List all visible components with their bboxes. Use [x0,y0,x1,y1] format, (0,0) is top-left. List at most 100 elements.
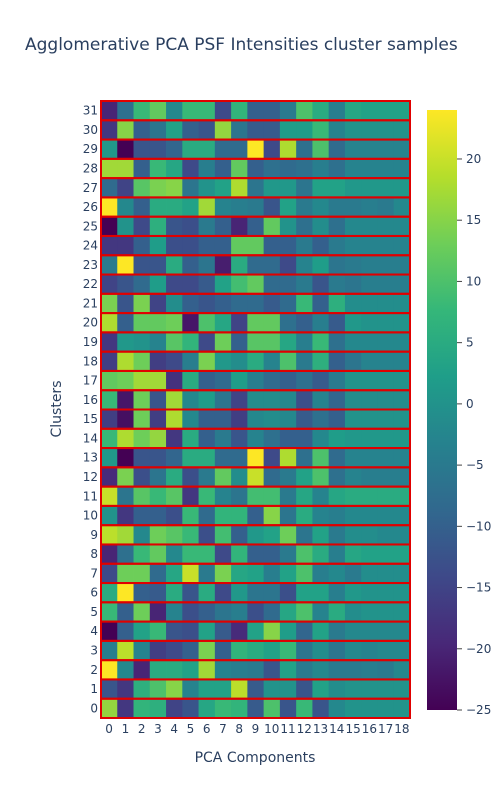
x-tick-label: 7 [219,722,227,736]
heatmap-cell [133,139,151,160]
heatmap-cell [296,621,313,642]
x-axis-ticks: 0 1 2 3 4 5 6 7 8 9 10 11 12 13 14 15 16 17 18 [105,722,409,736]
heatmap-cell [377,428,395,449]
heatmap-cell [328,505,346,526]
heatmap-cell [247,332,265,353]
heatmap-cell [198,255,216,275]
heatmap-cell [312,679,330,700]
heatmap-cell [296,101,313,121]
heatmap-cell [328,428,346,449]
y-axis-ticks: 0123456789101112131415161718192021222324… [83,104,98,716]
heatmap-cell [231,602,248,622]
heatmap-cell [198,139,216,160]
heatmap-cell [198,486,216,507]
heatmap-cell [263,178,281,198]
heatmap-cell [263,235,281,256]
heatmap-cell [101,505,118,526]
heatmap-cell [133,274,151,295]
heatmap-cell [101,544,118,565]
heatmap-cell [149,139,167,160]
heatmap-cell [377,370,395,391]
heatmap-cell [182,390,199,410]
heatmap-cell [393,255,411,275]
heatmap-cell [101,216,118,237]
heatmap-cell [377,583,395,603]
y-tick-label: 17 [83,374,98,388]
heatmap-cell [101,158,118,179]
x-tick-label: 1 [122,722,130,736]
heatmap-cell [393,313,411,333]
heatmap-cell [247,428,265,449]
heatmap-cell [344,158,362,179]
heatmap-cell [214,525,232,545]
heatmap-cell [296,602,313,622]
heatmap-cell [214,332,232,353]
heatmap-cell [296,583,313,603]
heatmap-cell [361,293,378,314]
heatmap-cell [377,525,395,545]
heatmap-cell [312,390,330,410]
heatmap-cell [214,197,232,218]
heatmap-cell [198,467,216,488]
heatmap-cell [328,120,346,140]
heatmap-cell [393,486,411,507]
heatmap-cell [377,158,395,179]
heatmap-cell [312,698,330,719]
heatmap-cell [279,390,297,410]
heatmap-cell [166,602,183,622]
heatmap-cell [101,178,118,198]
heatmap-cell [279,544,297,565]
heatmap-cell [279,505,297,526]
x-tick-label: 9 [252,722,260,736]
heatmap-cell [182,428,199,449]
heatmap-cell [149,563,167,584]
heatmap-cell [393,621,411,642]
heatmap-cell [361,621,378,642]
heatmap-cell [231,698,248,719]
heatmap-cell [117,428,134,449]
heatmap-cell [393,390,411,410]
heatmap-cell [279,563,297,584]
heatmap-cell [117,178,134,198]
heatmap-cell [231,120,248,140]
heatmap-cell [149,505,167,526]
heatmap-cell [377,640,395,661]
heatmap-cell [231,679,248,700]
heatmap-cell [166,621,183,642]
heatmap-cell [361,120,378,140]
heatmap-cell [361,563,378,584]
heatmap-cell [149,525,167,545]
heatmap-cell [377,448,395,468]
heatmap-cell [377,390,395,410]
heatmap-cell [344,544,362,565]
heatmap-cell [231,370,248,391]
heatmap-cell [344,409,362,430]
heatmap-cell [231,101,248,121]
heatmap-cell [263,698,281,719]
heatmap-cell [393,640,411,661]
y-axis-title: Clusters [49,381,65,438]
y-tick-label: 3 [90,644,98,658]
heatmap-cell [117,563,134,584]
heatmap-cell [117,525,134,545]
heatmap-cell [247,640,265,661]
heatmap-cell [101,698,118,719]
heatmap-cell [214,544,232,565]
heatmap-cell [166,313,183,333]
heatmap-cell [328,486,346,507]
x-tick-label: 11 [280,722,295,736]
heatmap-cell [328,583,346,603]
heatmap-cell [166,409,183,430]
heatmap-cell [279,467,297,488]
heatmap-cell [393,602,411,622]
heatmap-cell [377,101,395,121]
heatmap-cell [133,544,151,565]
heatmap-cell [361,602,378,622]
heatmap-cell [133,390,151,410]
heatmap-cell [279,158,297,179]
heatmap-cell [393,120,411,140]
heatmap-cell [312,178,330,198]
heatmap-cell [344,101,362,121]
y-tick-label: 15 [83,412,98,426]
heatmap-cell [328,101,346,121]
